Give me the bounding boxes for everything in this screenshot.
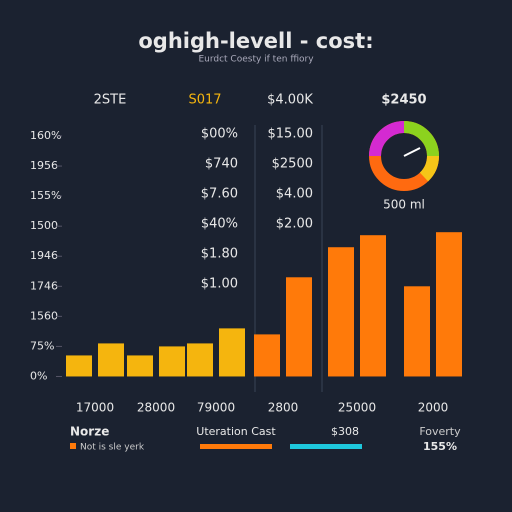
footer-bar bbox=[200, 444, 272, 449]
footer-value: $308 bbox=[331, 425, 359, 438]
x-tick-label: 79000 bbox=[197, 401, 235, 415]
x-tick-label: 17000 bbox=[76, 401, 114, 415]
y-tick-label: 1946 bbox=[30, 249, 58, 262]
table-cell: $4.00 bbox=[276, 187, 313, 202]
y-tick-label: 75% bbox=[30, 339, 54, 352]
table-cell: $7.60 bbox=[201, 187, 238, 202]
footer-note: Not is sle yerk bbox=[80, 443, 145, 453]
footer-title: Foverty bbox=[419, 425, 461, 438]
bar bbox=[127, 355, 153, 377]
bar bbox=[404, 286, 430, 377]
title: oghigh-levell - cost: bbox=[138, 29, 373, 53]
x-tick-label: 2000 bbox=[418, 401, 449, 415]
x-tick-label: 25000 bbox=[338, 401, 376, 415]
bar bbox=[98, 343, 124, 377]
footer-title: Norze bbox=[70, 425, 109, 439]
gauge-needle bbox=[403, 147, 421, 157]
footer-bar bbox=[290, 444, 362, 449]
table-cell: $40% bbox=[201, 217, 238, 232]
header-cell: $2450 bbox=[381, 93, 426, 108]
header-cell: S017 bbox=[188, 93, 221, 108]
gauge-segment bbox=[419, 155, 439, 182]
footer-title: Uteration Cast bbox=[196, 425, 276, 438]
y-tick-label: 1560 bbox=[30, 309, 58, 322]
bar bbox=[187, 343, 213, 377]
bar bbox=[286, 277, 312, 377]
gauge-segment bbox=[369, 121, 405, 157]
subtitle: Eurdct Coesty if ten ffiory bbox=[198, 55, 314, 65]
header-cell: $4.00K bbox=[267, 93, 313, 108]
gauge-segment bbox=[403, 121, 439, 157]
table-cell: $2500 bbox=[272, 157, 313, 172]
bar bbox=[159, 346, 185, 377]
table-cell: $15.00 bbox=[268, 127, 314, 142]
table-cell: $1.80 bbox=[201, 247, 238, 262]
y-tick-label: 1500 bbox=[30, 219, 58, 232]
table-cell: $740 bbox=[205, 157, 238, 172]
y-tick-label: 155% bbox=[30, 189, 61, 202]
bar bbox=[328, 247, 354, 377]
y-tick-label: 1746 bbox=[30, 279, 58, 292]
x-tick-label: 28000 bbox=[137, 401, 175, 415]
gauge-label: 500 ml bbox=[383, 198, 425, 212]
table-cell: $2.00 bbox=[276, 217, 313, 232]
bar bbox=[436, 232, 462, 377]
legend-swatch bbox=[70, 443, 76, 449]
footer-value: 155% bbox=[423, 440, 457, 453]
bar bbox=[360, 235, 386, 377]
x-tick-label: 2800 bbox=[268, 401, 299, 415]
y-tick-label: 160% bbox=[30, 129, 61, 142]
bar bbox=[66, 355, 92, 377]
header-cell: 2STE bbox=[94, 93, 127, 108]
table-cell: $1.00 bbox=[201, 277, 238, 292]
bar bbox=[219, 328, 245, 377]
table-cell: $00% bbox=[201, 127, 238, 142]
y-tick-label: 1956 bbox=[30, 159, 58, 172]
y-tick-label: 0% bbox=[30, 369, 47, 382]
gauge bbox=[369, 121, 439, 191]
bar bbox=[254, 334, 280, 377]
